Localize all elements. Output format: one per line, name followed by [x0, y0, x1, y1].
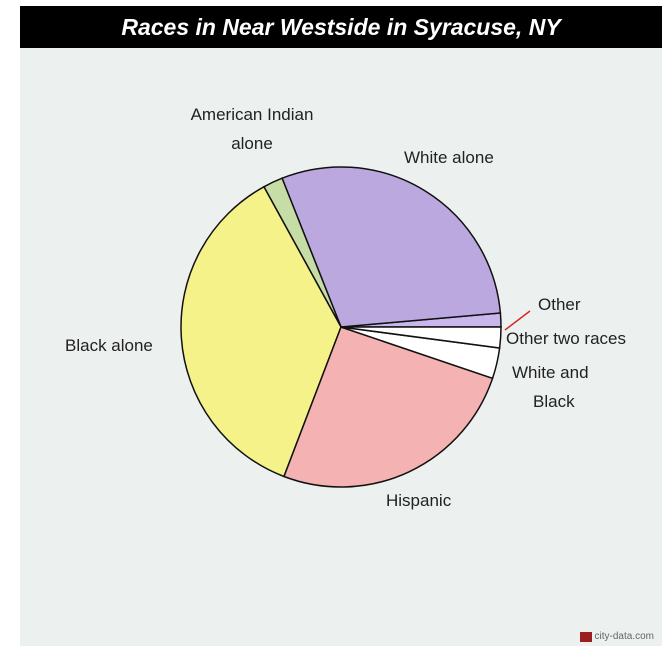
label-white-alone: White alone [404, 148, 494, 167]
label-other: Other [538, 295, 581, 314]
label-american-indian-line1: American Indian [191, 105, 314, 124]
watermark: city-data.com [579, 631, 654, 642]
plot-area: American Indian alone White alone Other … [20, 48, 662, 646]
pie-chart: American Indian alone White alone Other … [65, 105, 626, 510]
label-other-two-races: Other two races [506, 329, 626, 348]
slice-hispanic [283, 326, 494, 488]
chart-title: Races in Near Westside in Syracuse, NY [121, 13, 561, 40]
label-hispanic: Hispanic [386, 491, 452, 510]
other-leader-line [504, 310, 531, 331]
slice-white-alone [281, 166, 502, 328]
label-black-alone: Black alone [65, 336, 153, 355]
slice-black-alone [180, 185, 342, 478]
label-american-indian-line2: alone [231, 134, 273, 153]
watermark-text: city-data.com [594, 631, 654, 642]
label-white-and-black-line2: Black [533, 392, 575, 411]
title-bar: Races in Near Westside in Syracuse, NY [20, 6, 662, 48]
pie-slices [180, 166, 502, 488]
city-data-logo-icon [579, 631, 592, 642]
slice-other-two-races [340, 326, 502, 349]
label-white-and-black-line1: White and [512, 363, 589, 382]
